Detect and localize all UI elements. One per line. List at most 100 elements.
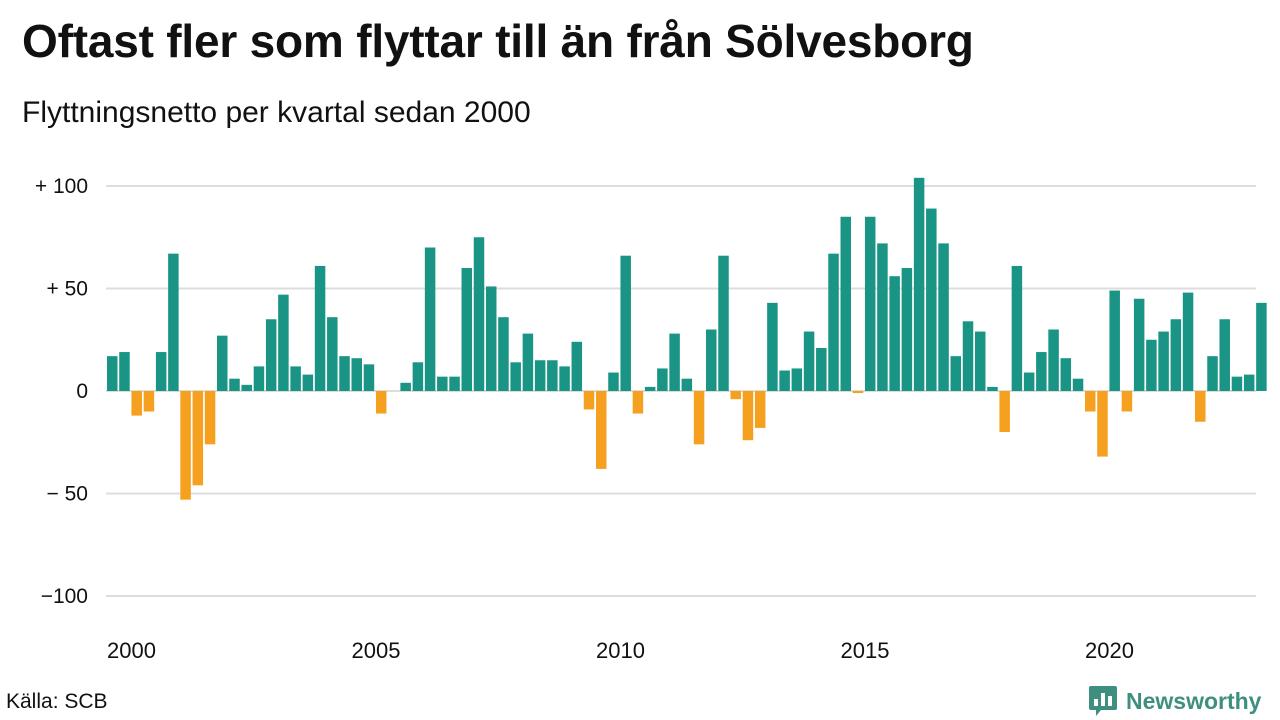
data-bar bbox=[217, 335, 228, 391]
x-tick-label: 2005 bbox=[352, 638, 401, 663]
data-bar bbox=[657, 368, 668, 391]
data-bar bbox=[534, 360, 546, 391]
data-bar bbox=[730, 391, 741, 400]
data-bar bbox=[608, 372, 619, 391]
data-bar bbox=[840, 216, 851, 391]
data-bar bbox=[1146, 339, 1157, 391]
data-bar bbox=[485, 286, 497, 391]
data-bar bbox=[901, 268, 913, 391]
x-tick-label: 2020 bbox=[1085, 638, 1134, 663]
data-bar bbox=[974, 331, 986, 391]
data-bar bbox=[828, 253, 839, 391]
data-bar bbox=[632, 391, 644, 414]
data-bar bbox=[742, 391, 754, 441]
data-bar bbox=[1121, 391, 1133, 412]
data-bar bbox=[1231, 376, 1243, 391]
data-bar bbox=[852, 391, 864, 394]
data-bar bbox=[1243, 374, 1255, 391]
data-bar bbox=[938, 243, 949, 391]
data-bar bbox=[803, 331, 815, 391]
data-bar bbox=[437, 376, 448, 391]
data-bar bbox=[1060, 358, 1072, 391]
data-bar bbox=[1195, 391, 1206, 422]
data-bar bbox=[1036, 352, 1047, 391]
data-bar bbox=[1085, 391, 1096, 412]
x-tick-label: 2015 bbox=[841, 638, 890, 663]
y-axis-ticks: + 100 + 50 0 − 50 −100 bbox=[35, 175, 88, 608]
data-bar bbox=[155, 352, 167, 391]
x-tick-label: 2000 bbox=[107, 638, 156, 663]
brand-logo: Newsworthy bbox=[1088, 684, 1261, 718]
data-bar bbox=[314, 265, 326, 391]
data-bar bbox=[1109, 290, 1120, 391]
data-bar bbox=[327, 317, 338, 391]
data-bar bbox=[131, 391, 142, 416]
data-bar bbox=[522, 333, 534, 391]
data-bar bbox=[1219, 319, 1230, 391]
data-bar bbox=[767, 302, 778, 391]
data-bar bbox=[1256, 302, 1267, 391]
data-bar bbox=[351, 358, 362, 391]
data-bar bbox=[681, 378, 693, 391]
data-bar bbox=[1097, 391, 1108, 457]
chart-subtitle: Flyttningsnetto per kvartal sedan 2000 bbox=[22, 96, 531, 129]
data-bar bbox=[999, 391, 1010, 432]
data-bar bbox=[461, 268, 473, 391]
data-bar bbox=[498, 317, 509, 391]
data-bar bbox=[547, 360, 558, 391]
data-bar bbox=[1158, 331, 1169, 391]
y-tick-label: 0 bbox=[76, 380, 88, 403]
data-bar bbox=[1170, 319, 1182, 391]
data-bar bbox=[779, 370, 790, 391]
data-bar bbox=[693, 391, 705, 445]
data-bar bbox=[302, 374, 314, 391]
data-bar bbox=[510, 362, 521, 391]
data-bar bbox=[412, 362, 424, 391]
data-bar bbox=[1207, 356, 1218, 391]
data-bar bbox=[1182, 292, 1194, 391]
data-bar bbox=[265, 319, 277, 391]
data-bar bbox=[449, 376, 460, 391]
data-bar bbox=[363, 364, 375, 391]
data-bar bbox=[596, 391, 607, 469]
data-bar bbox=[669, 333, 680, 391]
data-bar bbox=[706, 329, 717, 391]
data-bar bbox=[962, 321, 974, 391]
data-bar bbox=[987, 386, 998, 391]
data-bar bbox=[229, 378, 240, 391]
data-bar bbox=[143, 391, 155, 412]
data-bar bbox=[241, 384, 252, 391]
data-bar bbox=[1011, 265, 1023, 391]
bars bbox=[107, 177, 1267, 500]
y-tick-label: −100 bbox=[41, 585, 88, 608]
data-bar bbox=[583, 391, 595, 410]
data-bar bbox=[791, 368, 803, 391]
y-tick-label: + 100 bbox=[35, 175, 88, 198]
data-bar bbox=[107, 356, 118, 391]
bar-chart-logo-icon bbox=[1089, 686, 1117, 716]
data-bar bbox=[1072, 378, 1084, 391]
data-bar bbox=[339, 356, 350, 391]
data-bar bbox=[253, 366, 265, 391]
data-bar bbox=[168, 253, 179, 391]
data-bar bbox=[718, 255, 729, 391]
data-bar bbox=[290, 366, 301, 391]
data-bar bbox=[926, 208, 937, 391]
data-bar bbox=[424, 247, 436, 391]
data-bar bbox=[913, 177, 925, 391]
brand-name: Newsworthy bbox=[1126, 687, 1262, 714]
data-bar bbox=[375, 391, 387, 414]
data-bar bbox=[1023, 372, 1035, 391]
data-bar bbox=[473, 237, 485, 391]
data-bar bbox=[278, 294, 289, 391]
data-bar bbox=[400, 382, 411, 391]
chart-title: Oftast fler som flyttar till än från Söl… bbox=[22, 15, 974, 67]
data-bar bbox=[180, 391, 191, 500]
data-bar bbox=[192, 391, 204, 486]
data-bar bbox=[644, 386, 656, 391]
data-bar bbox=[559, 366, 570, 391]
data-bar bbox=[754, 391, 766, 428]
data-bar bbox=[1048, 329, 1059, 391]
data-bar bbox=[950, 356, 962, 391]
y-tick-label: − 50 bbox=[47, 483, 88, 506]
